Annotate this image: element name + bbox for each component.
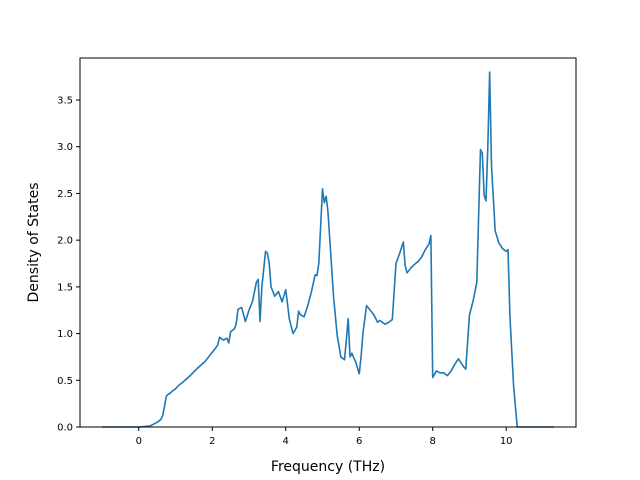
x-tick-label: 2 (209, 436, 215, 447)
plot-area (102, 71, 554, 428)
y-axis-label: Density of States (26, 183, 42, 303)
y-tick-label: 1.5 (57, 282, 73, 293)
y-tick-label: 3.5 (57, 96, 73, 107)
x-tick-label: 10 (500, 436, 513, 447)
x-tick-label: 6 (356, 436, 362, 447)
y-axis: 0.0 0.5 1.0 1.5 2.0 2.5 3.0 3.5 (57, 96, 80, 434)
y-tick-label: 3.0 (57, 142, 73, 153)
y-tick-label: 0.0 (57, 423, 73, 434)
x-axis-label: Frequency (THz) (271, 459, 385, 475)
y-tick-label: 1.0 (57, 329, 73, 340)
series-line-0 (102, 71, 554, 428)
axes-frame (79, 57, 577, 428)
y-tick-label: 2.5 (57, 189, 73, 200)
y-tick-label: 2.0 (57, 236, 73, 247)
x-tick-label: 8 (430, 436, 436, 447)
x-tick-label: 0 (136, 436, 142, 447)
x-tick-label: 4 (283, 436, 289, 447)
y-tick-label: 0.5 (57, 376, 73, 387)
x-axis: 0 2 4 6 8 10 (136, 427, 513, 447)
